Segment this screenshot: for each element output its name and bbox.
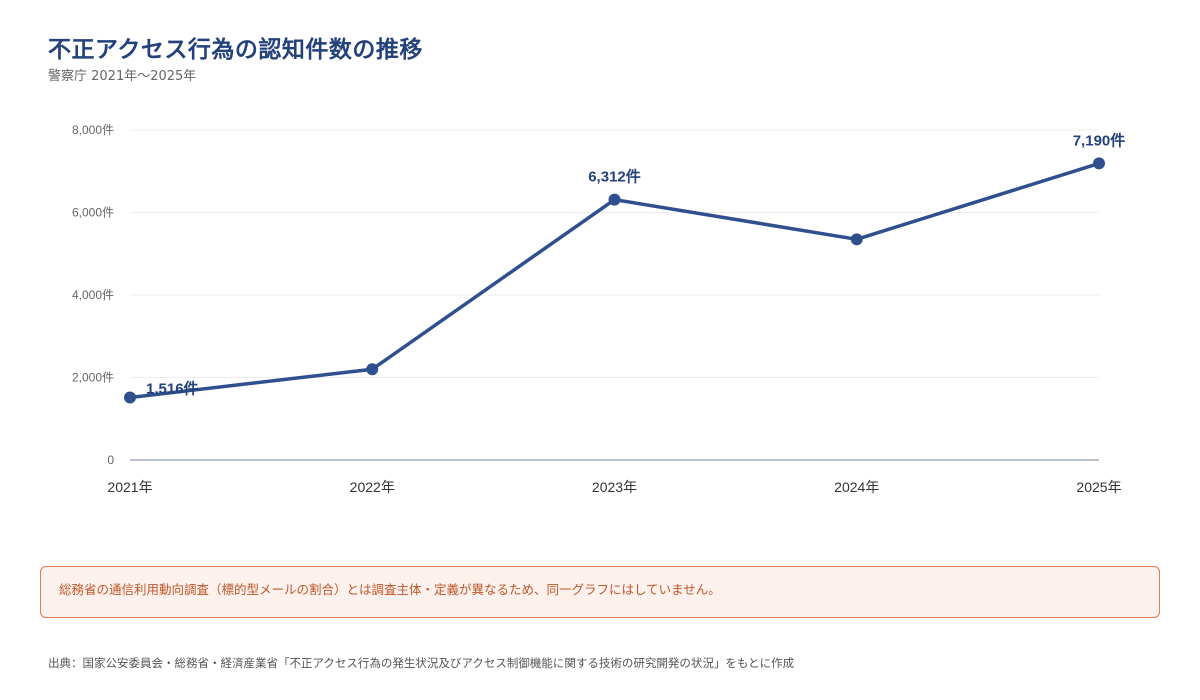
chart-subtitle: 警察庁 2021年〜2025年	[48, 69, 197, 84]
x-tick-label: 2023年	[592, 479, 637, 495]
chart-title: 不正アクセス行為の認知件数の推移	[48, 37, 423, 63]
line-chart: 0 2,000件 4,000件 6,000件 8,000件 2021年 2022年 2023年…	[72, 123, 1126, 495]
data-point	[608, 193, 621, 206]
x-tick-label: 2024年	[834, 479, 879, 495]
notice-box: 総務省の通信利用動向調査（標的型メールの割合）とは調査主体・定義が異なるため、同…	[40, 566, 1160, 618]
y-tick-label: 2,000件	[72, 371, 114, 385]
data-label: 1,516件	[146, 379, 199, 397]
data-label: 7,190件	[1073, 131, 1126, 149]
y-tick-label: 0	[107, 453, 114, 467]
x-tick-label: 2022年	[350, 479, 395, 495]
data-point	[124, 391, 136, 404]
y-tick-label: 8,000件	[72, 123, 114, 137]
source-citation: 出典：国家公安委員会・総務省・経済産業省「不正アクセス行為の発生状況及びアクセス…	[48, 656, 795, 670]
x-tick-label: 2025年	[1076, 479, 1121, 495]
y-tick-label: 4,000件	[72, 288, 114, 302]
data-label: 6,312件	[588, 168, 641, 186]
notice-text: 総務省の通信利用動向調査（標的型メールの割合）とは調査主体・定義が異なるため、同…	[59, 582, 721, 597]
data-point	[1093, 157, 1105, 170]
data-point	[366, 363, 379, 376]
data-point	[850, 233, 863, 246]
x-tick-label: 2021年	[107, 479, 152, 495]
y-tick-label: 6,000件	[72, 206, 114, 220]
